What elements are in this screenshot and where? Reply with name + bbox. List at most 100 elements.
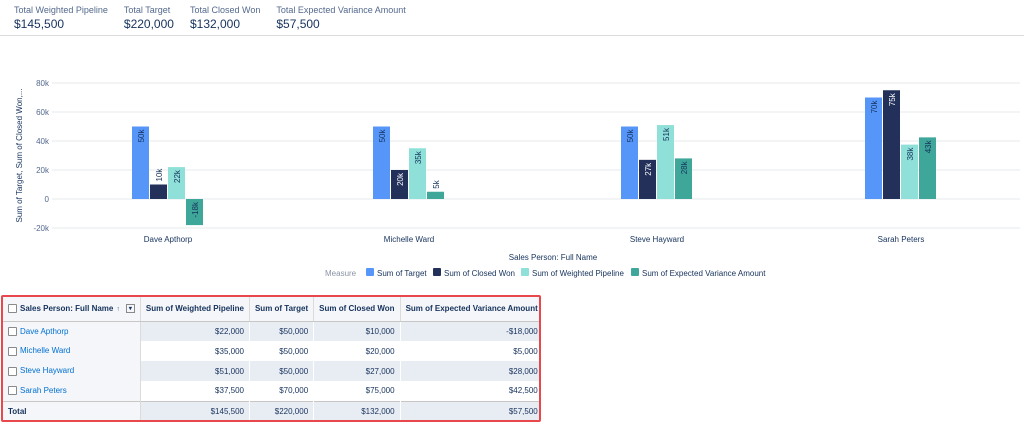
total-label: Total xyxy=(3,400,141,420)
legend-item[interactable]: Sum of Expected Variance Amount xyxy=(642,269,766,278)
cell-value: $50,000 xyxy=(249,321,315,341)
bar[interactable] xyxy=(901,144,918,199)
total-value: $132,000 xyxy=(313,400,401,420)
bar[interactable] xyxy=(168,167,185,199)
legend-swatch[interactable] xyxy=(433,268,441,276)
bar-data-label: 51k xyxy=(662,127,671,141)
bar-data-label: 10k xyxy=(155,168,164,182)
cell-value: $5,000 xyxy=(400,341,539,361)
bar-data-label: -18k xyxy=(191,201,200,218)
kpi-label: Total Target xyxy=(123,5,171,15)
cell-value: $42,500 xyxy=(400,381,539,401)
table-row: Dave Apthorp $22,000 $50,000 $10,000 -$18,00… xyxy=(3,321,539,341)
legend-item[interactable]: Sum of Closed Won xyxy=(444,269,515,278)
sales-person-link[interactable]: Steve Hayward xyxy=(20,366,75,376)
kpi-weighted-pipeline: Total Weighted Pipeline $145,500 xyxy=(14,5,108,35)
y-tick-label: 60k xyxy=(36,108,50,117)
cell-value: $35,000 xyxy=(140,341,250,361)
bar[interactable] xyxy=(639,159,656,199)
y-tick-label: 40k xyxy=(36,137,50,146)
kpi-value: $132,000 xyxy=(189,17,241,31)
y-tick-label: -20k xyxy=(33,224,50,233)
kpi-value: $220,000 xyxy=(123,17,174,31)
cell-value: $20,000 xyxy=(313,341,401,361)
x-tick-label: Michelle Ward xyxy=(384,235,434,244)
x-axis-title: Sales Person: Full Name xyxy=(509,253,598,262)
cell-value: $22,000 xyxy=(140,321,250,341)
bar[interactable] xyxy=(427,191,444,199)
header-target[interactable]: Sum of Target xyxy=(249,297,315,322)
bar[interactable] xyxy=(865,97,882,200)
sales-person-link[interactable]: Dave Apthorp xyxy=(20,326,69,336)
header-weighted-pipeline[interactable]: Sum of Weighted Pipeline xyxy=(140,297,250,322)
bar-data-label: 38k xyxy=(906,147,915,161)
total-value: $57,500 xyxy=(400,400,539,420)
cell-sales-person: Steve Hayward xyxy=(3,361,141,381)
bar[interactable] xyxy=(373,126,390,200)
bar-chart: -20k 0 20k 40k 60k 80k Sum of Target, Sum of C… xyxy=(15,79,1020,278)
kpi-value: $145,500 xyxy=(14,17,65,31)
y-tick-label: 20k xyxy=(36,166,50,175)
column-menu-icon[interactable]: ▾ xyxy=(125,304,135,314)
table-row: Michelle Ward $35,000 $50,000 $20,000 $5,000 xyxy=(3,341,539,361)
bar-data-label: 43k xyxy=(924,139,933,153)
y-tick-label: 80k xyxy=(36,79,50,88)
legend-swatch[interactable] xyxy=(366,268,374,276)
cell-value: $37,500 xyxy=(140,381,250,401)
cell-value: $75,000 xyxy=(313,381,401,401)
y-axis-title: Sum of Target, Sum of Closed Won,... xyxy=(15,89,24,223)
sales-person-link[interactable]: Sarah Peters xyxy=(20,386,67,396)
sales-person-link[interactable]: Michelle Ward xyxy=(20,346,71,356)
header-sales-person[interactable]: Sales Person: Full Name ↑ ▾ xyxy=(3,297,141,322)
kpi-value: $57,500 xyxy=(276,17,320,31)
cell-value: $50,000 xyxy=(249,341,315,361)
kpi-closed-won: Total Closed Won $132,000 xyxy=(190,5,260,35)
legend-item[interactable]: Sum of Target xyxy=(377,269,427,278)
bar[interactable] xyxy=(186,199,203,226)
bar-data-label: 27k xyxy=(644,162,653,176)
kpi-bar: Total Weighted Pipeline $145,500 Total Ta… xyxy=(0,0,1024,36)
bar[interactable] xyxy=(883,90,900,199)
cell-sales-person: Michelle Ward xyxy=(3,341,141,361)
bar[interactable] xyxy=(150,184,167,200)
cell-value: $28,000 xyxy=(400,361,539,381)
x-tick-label: Steve Hayward xyxy=(630,235,684,244)
x-tick-label: Sarah Peters xyxy=(878,235,925,244)
cell-value: $50,000 xyxy=(249,361,315,381)
header-closed-won[interactable]: Sum of Closed Won xyxy=(313,297,401,322)
cell-value: $51,000 xyxy=(140,361,250,381)
y-tick-label: 0 xyxy=(45,195,50,204)
row-checkbox[interactable] xyxy=(8,386,17,396)
kpi-target: Total Target $220,000 xyxy=(124,5,174,35)
x-tick-label: Dave Apthorp xyxy=(144,235,193,244)
select-all-checkbox[interactable] xyxy=(8,304,17,314)
report-table: Sales Person: Full Name ↑ ▾ Sum of Weighte… xyxy=(3,297,539,420)
bar[interactable] xyxy=(409,148,426,199)
legend-swatch[interactable] xyxy=(521,268,529,276)
bar-data-label: 35k xyxy=(414,150,423,164)
report-table-container: Sales Person: Full Name ↑ ▾ Sum of Weighte… xyxy=(1,295,541,422)
row-checkbox[interactable] xyxy=(8,346,17,356)
header-label: Sales Person: Full Name xyxy=(20,304,114,314)
table-row: Sarah Peters $37,500 $70,000 $75,000 $42,500 xyxy=(3,381,539,401)
sort-ascending-icon[interactable]: ↑ xyxy=(116,306,120,314)
bar[interactable] xyxy=(657,125,674,199)
kpi-label: Total Weighted Pipeline xyxy=(14,5,108,15)
bar-data-label: 5k xyxy=(432,179,441,188)
bar-data-label: 50k xyxy=(137,129,146,143)
header-expected-variance[interactable]: Sum of Expected Variance Amount xyxy=(400,297,539,322)
bar[interactable] xyxy=(675,158,692,199)
legend-item[interactable]: Sum of Weighted Pipeline xyxy=(532,269,624,278)
row-checkbox[interactable] xyxy=(8,366,17,376)
bar[interactable] xyxy=(391,170,408,199)
row-checkbox[interactable] xyxy=(8,326,17,336)
cell-value: $70,000 xyxy=(249,381,315,401)
bar[interactable] xyxy=(132,126,149,200)
bar[interactable] xyxy=(919,137,936,199)
legend-swatch[interactable] xyxy=(631,268,639,276)
bar-data-label: 20k xyxy=(396,172,405,186)
bar[interactable] xyxy=(621,126,638,200)
cell-value: $10,000 xyxy=(313,321,401,341)
total-value: $145,500 xyxy=(140,400,250,420)
cell-value: -$18,000 xyxy=(400,321,539,341)
